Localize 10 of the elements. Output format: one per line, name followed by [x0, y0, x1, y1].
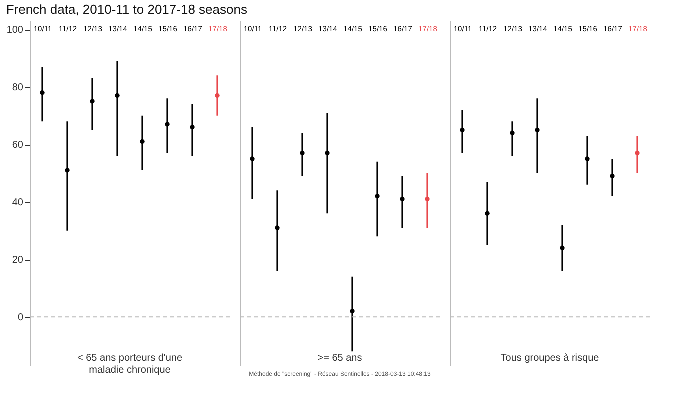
y-tick-label: 80: [12, 82, 24, 94]
x-axis-title: Tous groupes à risque: [500, 353, 600, 364]
y-tick-label: 40: [12, 198, 24, 209]
y-tick-label: 20: [12, 255, 24, 266]
x-axis-title: >= 65 ans: [318, 353, 362, 364]
y-tick-label: 60: [12, 140, 24, 152]
x-axis-title: < 65 ans porteurs d'une maladie chronique: [77, 353, 183, 376]
y-tick-label: 0: [18, 312, 24, 324]
chart-title: French data, 2010-11 to 2017-18 seasons: [6, 2, 248, 17]
y-tick-label: 100: [6, 25, 24, 36]
